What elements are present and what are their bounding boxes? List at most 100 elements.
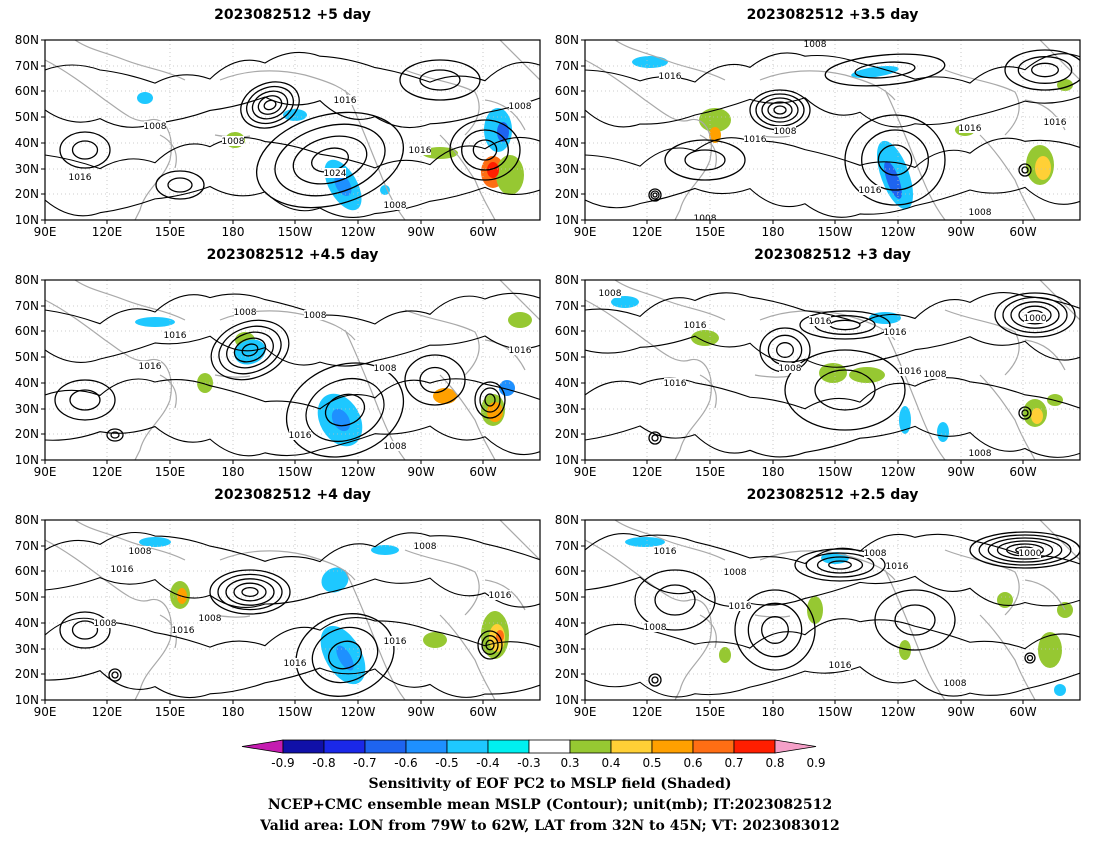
isobar bbox=[969, 531, 1080, 569]
lon-tick-label: 150E bbox=[695, 465, 726, 479]
isobar bbox=[749, 89, 811, 131]
coastline bbox=[499, 280, 540, 321]
isobar bbox=[45, 378, 540, 410]
plot-frame bbox=[584, 279, 1081, 461]
contour-label: 1016 bbox=[809, 317, 832, 327]
colorbar-label: -0.7 bbox=[353, 756, 376, 770]
contour-label: 1008 bbox=[384, 442, 407, 452]
contour-label-bg bbox=[659, 71, 681, 81]
isobar bbox=[651, 434, 659, 442]
contour-label: 1016 bbox=[139, 362, 162, 372]
isobar bbox=[648, 188, 662, 202]
plot-frame bbox=[44, 39, 541, 221]
colorbar-label: -0.5 bbox=[435, 756, 458, 770]
isobar bbox=[648, 431, 662, 445]
contour-label: 1016 bbox=[384, 637, 407, 647]
isobar bbox=[1021, 166, 1029, 174]
colorbar-label: 0.7 bbox=[724, 756, 743, 770]
colorbar-swatch bbox=[651, 739, 694, 754]
isobar bbox=[328, 640, 362, 670]
isobar bbox=[755, 93, 805, 127]
panel-4: 2023082512 +3 day 1008 1016 1016 1008 1000 10… bbox=[540, 240, 1100, 480]
isobar bbox=[585, 291, 1080, 324]
lon-tick-label: 90E bbox=[574, 705, 597, 719]
lat-tick-label: 60N bbox=[15, 84, 39, 98]
lon-tick-label: 180 bbox=[762, 465, 785, 479]
contour-label: 1008 bbox=[129, 547, 152, 557]
lat-tick-label: 70N bbox=[15, 299, 39, 313]
lon-tick-label: 180 bbox=[222, 225, 245, 239]
contour-label-bg bbox=[599, 288, 621, 298]
isobar bbox=[226, 331, 274, 369]
lon-tick-label: 180 bbox=[222, 705, 245, 719]
contour-label-bg bbox=[829, 660, 851, 670]
lat-tick-label: 30N bbox=[15, 162, 39, 176]
isobar bbox=[167, 177, 193, 193]
isobar bbox=[1026, 654, 1034, 662]
isobar bbox=[734, 589, 816, 671]
lon-tick-label: 120E bbox=[92, 225, 123, 239]
isobar bbox=[585, 335, 1080, 368]
contour-label: 1008 bbox=[774, 127, 797, 137]
coastline bbox=[74, 520, 186, 561]
coastline bbox=[754, 374, 791, 378]
colorbar-label: 0.6 bbox=[683, 756, 702, 770]
contour-label: 1008 bbox=[414, 542, 437, 552]
isobar bbox=[474, 381, 506, 419]
lon-tick-label: 180 bbox=[222, 465, 245, 479]
isobar bbox=[404, 354, 466, 406]
isobar bbox=[996, 540, 1054, 560]
colorbar-swatch bbox=[569, 739, 612, 754]
caption-line-3: Valid area: LON from 79W to 62W, LAT fro… bbox=[260, 818, 840, 834]
isobar bbox=[274, 123, 386, 197]
contour-label-bg bbox=[774, 126, 796, 136]
lon-tick-label: 90E bbox=[574, 225, 597, 239]
contour-label: 1008 bbox=[924, 370, 947, 380]
contour-label-bg bbox=[744, 134, 766, 144]
coastline bbox=[159, 134, 177, 169]
sensitivity-shade bbox=[496, 630, 504, 642]
lat-tick-label: 70N bbox=[15, 539, 39, 553]
isobar bbox=[652, 192, 658, 198]
sensitivity-shade bbox=[719, 647, 731, 663]
lat-tick-label: 20N bbox=[555, 187, 579, 201]
isobar bbox=[210, 319, 290, 381]
lat-tick-label: 50N bbox=[555, 110, 579, 124]
lat-tick-label: 10N bbox=[15, 213, 39, 227]
coastline bbox=[944, 309, 1020, 376]
coastline bbox=[1039, 520, 1080, 561]
isobar bbox=[45, 96, 540, 129]
contour-label: 1016 bbox=[884, 328, 907, 338]
contour-label-bg bbox=[334, 95, 356, 105]
isobar bbox=[1017, 56, 1073, 84]
sensitivity-shade bbox=[1054, 684, 1066, 696]
coastline bbox=[1024, 339, 1066, 371]
lon-tick-label: 60W bbox=[469, 705, 496, 719]
sensitivity-shade bbox=[849, 367, 885, 383]
lat-tick-label: 20N bbox=[555, 667, 579, 681]
lat-tick-label: 30N bbox=[555, 402, 579, 416]
sensitivity-shade bbox=[899, 406, 911, 434]
isobar bbox=[747, 602, 803, 658]
colorbar-label: -0.8 bbox=[312, 756, 335, 770]
lat-tick-label: 30N bbox=[15, 402, 39, 416]
isobar bbox=[461, 129, 509, 171]
contour-label-bg bbox=[884, 327, 906, 337]
isobar bbox=[1004, 49, 1080, 91]
contour-label-bg bbox=[886, 561, 908, 571]
isobar bbox=[111, 671, 119, 679]
isobar bbox=[241, 343, 259, 357]
contour-label-bg bbox=[969, 207, 991, 217]
contour-label: 1016 bbox=[172, 626, 195, 636]
isobar bbox=[45, 51, 540, 84]
sensitivity-shade bbox=[487, 402, 503, 422]
caption-line-2: NCEP+CMC ensemble mean MSLP (Contour); u… bbox=[267, 797, 833, 813]
lon-tick-label: 120W bbox=[881, 465, 916, 479]
contour-label: 1008 bbox=[644, 623, 667, 633]
lon-tick-label: 150W bbox=[278, 465, 313, 479]
colorbar-swatch bbox=[610, 739, 653, 754]
coastline bbox=[439, 134, 496, 220]
sensitivity-shade bbox=[137, 92, 153, 104]
contour-label: 1016 bbox=[959, 124, 982, 134]
isobar bbox=[861, 129, 929, 191]
